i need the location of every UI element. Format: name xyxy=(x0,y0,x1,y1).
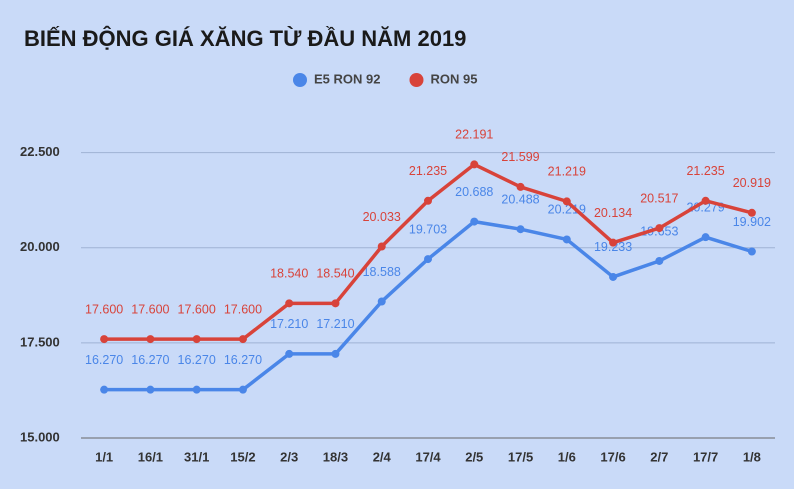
data-label: 20.919 xyxy=(733,176,771,190)
data-point xyxy=(562,197,571,206)
data-label: 16.270 xyxy=(131,353,169,367)
x-tick-label: 17/4 xyxy=(415,449,441,464)
data-point xyxy=(655,224,664,233)
data-label: 20.134 xyxy=(594,206,632,220)
legend-marker xyxy=(409,73,424,87)
data-point xyxy=(100,385,109,394)
data-point xyxy=(331,299,340,308)
legend-label: RON 95 xyxy=(430,71,477,86)
x-tick-label: 17/6 xyxy=(600,449,625,464)
x-tick-label: 15/2 xyxy=(230,449,255,464)
x-tick-label: 18/3 xyxy=(323,449,348,464)
data-point xyxy=(377,297,386,306)
data-label: 16.270 xyxy=(178,353,216,367)
data-label: 16.270 xyxy=(85,353,123,367)
data-point xyxy=(424,255,432,264)
data-label: 20.219 xyxy=(548,203,586,217)
data-label: 20.488 xyxy=(501,193,539,207)
data-point xyxy=(331,349,340,358)
data-point xyxy=(609,272,618,281)
data-label: 20.517 xyxy=(640,191,678,205)
data-point xyxy=(238,335,247,344)
x-tick-label: 17/7 xyxy=(693,449,718,464)
data-label: 21.599 xyxy=(501,150,539,164)
data-label: 17.600 xyxy=(85,302,123,316)
data-label: 21.235 xyxy=(409,164,447,178)
data-label: 19.902 xyxy=(733,215,771,229)
chart-title: BIẾN ĐỘNG GIÁ XĂNG TỪ ĐẦU NĂM 2019 xyxy=(24,26,466,51)
data-point xyxy=(192,335,201,344)
data-point xyxy=(100,335,109,344)
legend-marker xyxy=(293,73,307,87)
data-point xyxy=(701,196,710,205)
x-tick-label: 31/1 xyxy=(184,449,209,464)
x-tick-label: 2/7 xyxy=(650,449,668,464)
data-point xyxy=(470,160,479,169)
data-point xyxy=(146,385,155,394)
data-label: 17.210 xyxy=(270,317,308,331)
x-tick-label: 2/4 xyxy=(373,449,392,464)
x-tick-label: 2/5 xyxy=(465,449,483,464)
data-label: 20.033 xyxy=(363,210,401,224)
x-tick-label: 1/1 xyxy=(95,449,113,464)
x-tick-label: 1/6 xyxy=(558,449,576,464)
data-label: 21.235 xyxy=(686,164,724,178)
data-point xyxy=(609,238,618,247)
data-label: 19.703 xyxy=(409,222,447,236)
data-point xyxy=(238,385,247,394)
data-label: 17.210 xyxy=(316,317,354,331)
data-point xyxy=(516,182,525,191)
x-tick-label: 17/5 xyxy=(508,449,533,464)
data-point xyxy=(562,235,571,244)
data-point xyxy=(516,225,525,234)
data-label: 20.688 xyxy=(455,185,493,199)
data-label: 17.600 xyxy=(178,302,216,316)
x-tick-label: 2/3 xyxy=(280,449,298,464)
data-label: 19.233 xyxy=(594,240,632,254)
data-label: 21.219 xyxy=(548,165,586,179)
data-point xyxy=(377,242,386,251)
data-label: 16.270 xyxy=(224,353,262,367)
x-tick-label: 1/8 xyxy=(743,449,761,464)
x-tick-label: 16/1 xyxy=(138,449,163,464)
data-point xyxy=(146,335,155,344)
data-point xyxy=(192,385,201,394)
data-label: 18.540 xyxy=(270,267,308,281)
data-point xyxy=(424,196,432,205)
data-label: 17.600 xyxy=(131,302,169,316)
data-point xyxy=(747,247,756,256)
data-point xyxy=(655,256,664,265)
data-point xyxy=(701,233,710,242)
y-tick-label: 20.000 xyxy=(20,239,60,254)
y-tick-label: 17.500 xyxy=(20,334,60,349)
data-label: 18.588 xyxy=(363,265,401,279)
data-point xyxy=(747,208,756,217)
y-tick-label: 15.000 xyxy=(20,429,60,444)
data-point xyxy=(285,299,294,308)
y-tick-label: 22.500 xyxy=(20,144,60,159)
legend-label: E5 RON 92 xyxy=(314,71,380,86)
data-point xyxy=(285,349,294,358)
data-label: 17.600 xyxy=(224,302,262,316)
data-point xyxy=(470,217,479,226)
data-label: 22.191 xyxy=(455,128,493,142)
data-label: 18.540 xyxy=(316,267,354,281)
